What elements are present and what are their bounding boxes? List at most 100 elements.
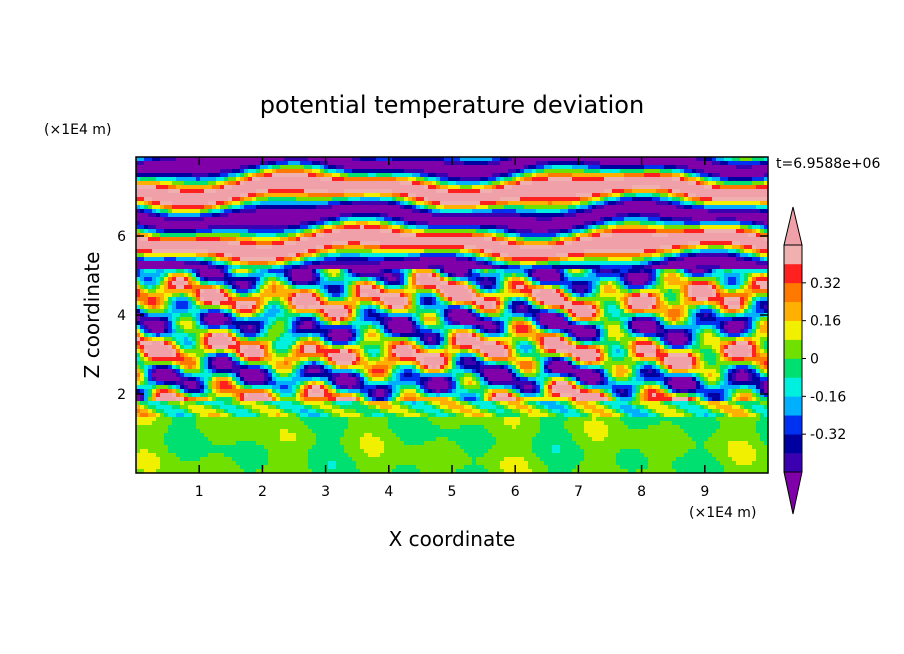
field-cell xyxy=(300,225,305,230)
field-cell xyxy=(488,241,493,246)
field-cell xyxy=(732,157,737,162)
field-cell xyxy=(616,169,621,174)
field-cell xyxy=(316,213,321,218)
field-cell xyxy=(632,169,637,174)
field-cell xyxy=(192,189,197,194)
field-cell xyxy=(240,225,245,230)
field-cell xyxy=(248,233,253,238)
field-cell xyxy=(272,237,277,242)
field-cell xyxy=(252,257,257,262)
field-cell xyxy=(584,277,589,282)
field-cell xyxy=(436,241,441,246)
field-cell xyxy=(252,189,257,194)
field-cell xyxy=(216,225,221,230)
field-cell xyxy=(728,245,733,250)
field-cell xyxy=(588,165,593,170)
field-cell xyxy=(588,229,593,234)
field-cell xyxy=(228,193,233,198)
field-cell xyxy=(516,241,521,246)
field-cell xyxy=(176,185,181,190)
field-cell xyxy=(700,157,705,162)
field-cell xyxy=(744,229,749,234)
field-cell xyxy=(196,269,201,274)
field-cell xyxy=(344,181,349,186)
field-cell xyxy=(188,265,193,270)
field-cell xyxy=(140,185,145,190)
field-cell xyxy=(200,205,205,210)
field-cell xyxy=(620,261,625,266)
field-cell xyxy=(608,181,613,186)
field-cell xyxy=(484,229,489,234)
field-cell xyxy=(348,209,353,214)
field-cell xyxy=(648,193,653,198)
field-cell xyxy=(568,249,573,254)
field-cell xyxy=(496,257,501,262)
field-cell xyxy=(332,273,337,278)
field-cell xyxy=(360,269,365,274)
field-cell xyxy=(680,237,685,242)
field-cell xyxy=(384,169,389,174)
field-cell xyxy=(540,273,545,278)
field-cell xyxy=(644,249,649,254)
field-cell xyxy=(624,193,629,198)
field-cell xyxy=(696,161,701,166)
field-cell xyxy=(436,229,441,234)
field-cell xyxy=(340,277,345,282)
field-cell xyxy=(172,193,177,198)
field-cell xyxy=(660,237,665,242)
field-cell xyxy=(608,277,613,282)
field-cell xyxy=(232,281,237,286)
field-cell xyxy=(152,233,157,238)
field-cell xyxy=(632,225,637,230)
field-cell xyxy=(392,197,397,202)
field-cell xyxy=(160,189,165,194)
field-cell xyxy=(448,181,453,186)
field-cell xyxy=(712,209,717,214)
field-cell xyxy=(512,281,517,286)
field-cell xyxy=(504,225,509,230)
field-cell xyxy=(604,265,609,270)
field-cell xyxy=(180,213,185,218)
field-cell xyxy=(304,165,309,170)
field-cell xyxy=(756,213,761,218)
field-cell xyxy=(156,281,161,286)
field-cell xyxy=(432,261,437,266)
field-cell xyxy=(356,209,361,214)
field-cell xyxy=(268,157,273,162)
field-cell xyxy=(436,201,441,206)
field-cell xyxy=(472,197,477,202)
field-cell xyxy=(296,177,301,182)
field-cell xyxy=(444,161,449,166)
field-cell xyxy=(408,209,413,214)
field-cell xyxy=(716,233,721,238)
field-cell xyxy=(260,213,265,218)
field-cell xyxy=(720,193,725,198)
field-cell xyxy=(152,269,157,274)
field-cell xyxy=(740,213,745,218)
field-cell xyxy=(540,213,545,218)
field-cell xyxy=(352,201,357,206)
field-cell xyxy=(612,241,617,246)
field-cell xyxy=(256,205,261,210)
field-cell xyxy=(452,193,457,198)
field-cell xyxy=(184,257,189,262)
field-cell xyxy=(280,169,285,174)
field-cell xyxy=(208,245,213,250)
field-cell xyxy=(480,225,485,230)
field-cell xyxy=(304,241,309,246)
field-cell xyxy=(724,249,729,254)
field-cell xyxy=(584,225,589,230)
field-cell xyxy=(428,201,433,206)
field-cell xyxy=(436,277,441,282)
field-cell xyxy=(344,277,349,282)
field-cell xyxy=(600,257,605,262)
field-cell xyxy=(620,185,625,190)
field-cell xyxy=(424,201,429,206)
field-cell xyxy=(348,197,353,202)
field-cell xyxy=(596,177,601,182)
field-cell xyxy=(656,249,661,254)
field-cell xyxy=(604,157,609,162)
field-cell xyxy=(612,245,617,250)
field-cell xyxy=(468,193,473,198)
field-cell xyxy=(440,189,445,194)
